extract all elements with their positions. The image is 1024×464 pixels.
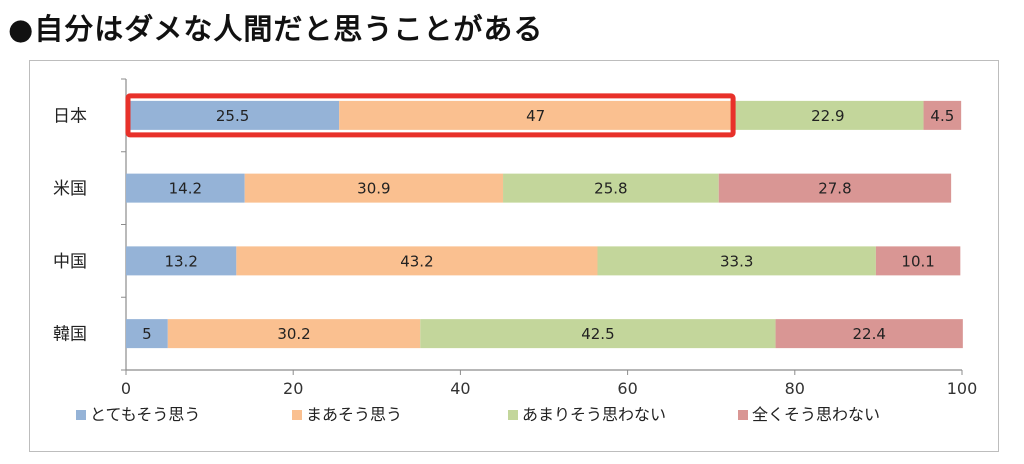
data-label: 25.5 <box>216 107 249 125</box>
bar-segment <box>503 173 719 203</box>
bar-segment <box>718 173 952 203</box>
data-label: 25.8 <box>594 180 627 198</box>
highlight-box <box>125 93 736 138</box>
x-tick-label: 60 <box>617 379 637 398</box>
data-label: 4.5 <box>930 107 954 125</box>
legend-swatch <box>76 410 86 420</box>
category-label: 中国 <box>53 252 87 272</box>
legend-label: まあそう思う <box>306 405 402 424</box>
bar-segment <box>339 100 733 130</box>
data-label: 30.9 <box>357 180 390 198</box>
data-label: 22.9 <box>811 107 844 125</box>
legend-swatch <box>292 410 302 420</box>
data-label: 33.3 <box>720 252 753 270</box>
bar-segment <box>775 319 963 349</box>
legend-label: とてもそう思う <box>90 405 200 424</box>
legend-label: あまりそう思わない <box>522 405 666 424</box>
bar-segment <box>732 100 924 130</box>
bar-segment <box>923 100 962 130</box>
category-label: 米国 <box>53 179 87 199</box>
bar-segment <box>126 246 237 276</box>
page-title: ●自分はダメな人間だと思うことがある <box>8 12 544 46</box>
data-label: 43.2 <box>400 252 433 270</box>
legend-swatch <box>738 410 748 420</box>
category-label: 韓国 <box>53 325 87 345</box>
legend-swatch <box>508 410 518 420</box>
x-tick-label: 20 <box>283 379 303 398</box>
data-label: 10.1 <box>901 252 934 270</box>
bar-segment <box>126 319 168 349</box>
category-label: 日本 <box>53 106 87 126</box>
data-label: 30.2 <box>277 325 310 343</box>
legend-label: 全くそう思わない <box>752 405 880 424</box>
bar-segment <box>126 173 245 203</box>
data-label: 42.5 <box>581 325 614 343</box>
bar-segment <box>126 100 340 130</box>
x-tick-label: 0 <box>121 379 131 398</box>
data-label: 47 <box>526 107 545 125</box>
bar-segment <box>167 319 421 349</box>
data-label: 13.2 <box>164 252 197 270</box>
bar-segment <box>244 173 504 203</box>
data-label: 14.2 <box>169 180 202 198</box>
bar-segment <box>875 246 961 276</box>
x-tick-label: 100 <box>947 379 978 398</box>
bar-segment <box>597 246 876 276</box>
x-tick-label: 40 <box>450 379 470 398</box>
x-tick-label: 80 <box>785 379 805 398</box>
data-label: 27.8 <box>818 180 851 198</box>
bar-segment <box>420 319 776 349</box>
bar-segment <box>236 246 598 276</box>
data-label: 22.4 <box>853 325 886 343</box>
data-label: 5 <box>142 325 152 343</box>
chart-frame <box>29 60 999 452</box>
